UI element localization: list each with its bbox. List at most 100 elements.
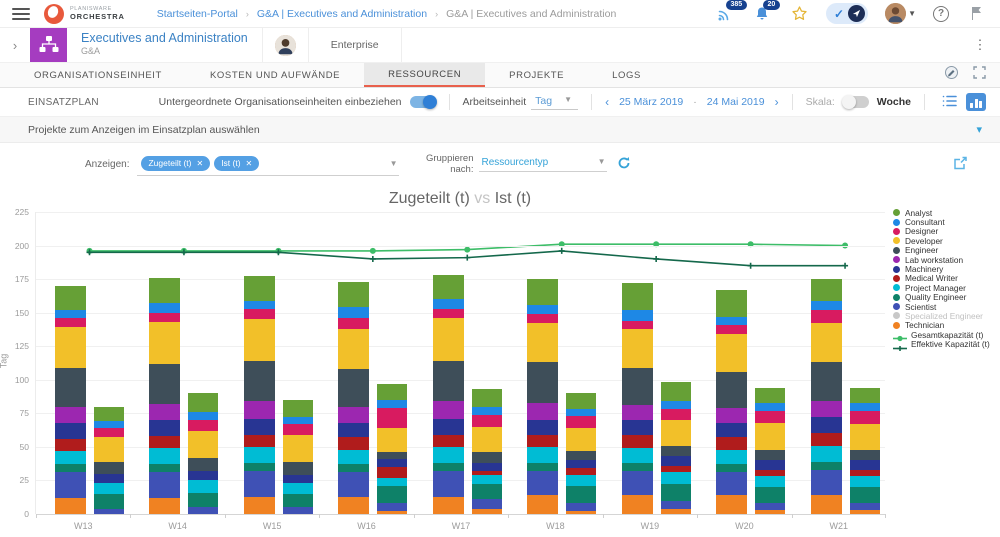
bar-segment-medical-writer[interactable]: [566, 468, 597, 476]
bar-segment-project-manager[interactable]: [471, 475, 502, 485]
bar-segment-designer[interactable]: [716, 324, 748, 335]
bar-segment-scientist[interactable]: [471, 499, 502, 509]
bar-segment-engineer[interactable]: [621, 367, 653, 406]
bar-segment-developer[interactable]: [849, 424, 880, 450]
bar-segment-developer[interactable]: [621, 328, 653, 368]
scale-toggle[interactable]: [841, 95, 869, 109]
bar-segment-developer[interactable]: [188, 430, 219, 458]
bar-segment-consultant[interactable]: [471, 406, 502, 415]
bar-segment-project-manager[interactable]: [810, 445, 842, 462]
bar-segment-project-manager[interactable]: [338, 449, 370, 465]
legend-item-quality-engineer[interactable]: Quality Engineer: [893, 292, 990, 302]
bar-segment-machinery[interactable]: [621, 420, 653, 435]
tab-organisationseinheit[interactable]: ORGANISATIONSEINHEIT: [34, 69, 162, 81]
bar-segment-engineer[interactable]: [188, 457, 219, 472]
bar-segment-quality-engineer[interactable]: [471, 484, 502, 500]
bar-segment-technician[interactable]: [810, 495, 842, 514]
bar-segment-project-manager[interactable]: [94, 483, 124, 494]
bar-segment-engineer[interactable]: [566, 450, 597, 461]
bar-segment-consultant[interactable]: [849, 402, 880, 411]
bar-segment-machinery[interactable]: [243, 418, 275, 435]
bar-segment-technician[interactable]: [149, 497, 181, 514]
date-to[interactable]: 24 Mai 2019: [706, 96, 765, 108]
bar-segment-technician[interactable]: [338, 496, 370, 514]
bar-segment-designer[interactable]: [621, 320, 653, 329]
bar-segment-medical-writer[interactable]: [471, 471, 502, 476]
bar-segment-analyst[interactable]: [94, 406, 124, 422]
bar-segment-quality-engineer[interactable]: [755, 487, 786, 504]
bar-segment-analyst[interactable]: [338, 281, 370, 308]
bar-segment-consultant[interactable]: [338, 307, 370, 319]
bar-segment-engineer[interactable]: [55, 367, 86, 407]
tab-ressourcen[interactable]: RESSOURCEN: [364, 63, 486, 87]
bar-segment-analyst[interactable]: [243, 276, 275, 301]
chart-view-icon[interactable]: [966, 93, 986, 111]
bar-segment-scientist[interactable]: [810, 469, 842, 496]
bar-segment-medical-writer[interactable]: [338, 437, 370, 450]
bar-segment-analyst[interactable]: [432, 275, 464, 300]
bar-segment-lab-workstation[interactable]: [810, 401, 842, 418]
bar-segment-designer[interactable]: [527, 314, 559, 324]
bar-segment-developer[interactable]: [377, 428, 408, 453]
broadcast-icon[interactable]: 385: [715, 0, 747, 24]
help-icon[interactable]: ?: [933, 5, 949, 22]
bar-segment-developer[interactable]: [55, 327, 86, 368]
bar-segment-developer[interactable]: [810, 323, 842, 363]
bar-segment-machinery[interactable]: [660, 456, 691, 466]
work-unit-select[interactable]: Tag ▼: [531, 95, 579, 110]
bar-segment-designer[interactable]: [660, 409, 691, 421]
bar-segment-consultant[interactable]: [243, 300, 275, 309]
bar-segment-scientist[interactable]: [377, 503, 408, 512]
legend-item-technician[interactable]: Technician: [893, 320, 990, 330]
bar-segment-developer[interactable]: [149, 322, 181, 364]
bar-segment-engineer[interactable]: [810, 362, 842, 402]
favorite-star-icon[interactable]: [789, 4, 809, 24]
bar-segment-technician[interactable]: [55, 497, 86, 514]
bar-segment-lab-workstation[interactable]: [149, 403, 181, 421]
bar-segment-project-manager[interactable]: [527, 446, 559, 463]
bar-segment-scientist[interactable]: [755, 503, 786, 510]
bar-segment-quality-engineer[interactable]: [621, 462, 653, 472]
bar-segment-analyst[interactable]: [377, 383, 408, 400]
bar-segment-medical-writer[interactable]: [621, 434, 653, 449]
bar-segment-scientist[interactable]: [149, 472, 181, 498]
bar-segment-consultant[interactable]: [621, 309, 653, 321]
series-multiselect[interactable]: Zugeteilt (t) ✕ Ist (t) ✕ ▼: [137, 154, 400, 176]
customize-icon[interactable]: [944, 65, 959, 85]
bar-segment-engineer[interactable]: [716, 371, 748, 408]
bar-segment-analyst[interactable]: [55, 285, 86, 310]
bar-segment-designer[interactable]: [338, 318, 370, 329]
tab-projekte[interactable]: PROJEKTE: [509, 69, 565, 81]
bar-segment-quality-engineer[interactable]: [243, 462, 275, 472]
bar-segment-machinery[interactable]: [377, 458, 408, 468]
bar-segment-machinery[interactable]: [471, 462, 502, 472]
legend-item-developer[interactable]: Developer: [893, 236, 990, 246]
bar-segment-consultant[interactable]: [432, 299, 464, 309]
bar-segment-quality-engineer[interactable]: [527, 462, 559, 472]
bar-segment-engineer[interactable]: [94, 461, 124, 474]
entity-title[interactable]: Executives and Administration: [81, 31, 248, 45]
bar-segment-project-manager[interactable]: [621, 448, 653, 463]
bar-segment-lab-workstation[interactable]: [243, 401, 275, 419]
bar-segment-medical-writer[interactable]: [810, 433, 842, 446]
bar-segment-designer[interactable]: [566, 416, 597, 429]
bar-segment-quality-engineer[interactable]: [188, 492, 219, 508]
bar-segment-lab-workstation[interactable]: [338, 406, 370, 423]
group-by-select[interactable]: Ressourcentyp ▼: [479, 157, 608, 172]
bar-segment-medical-writer[interactable]: [55, 438, 86, 451]
bar-segment-consultant[interactable]: [755, 402, 786, 411]
bar-segment-scientist[interactable]: [94, 508, 124, 514]
legend-item-gesamtkapazit-t-t-[interactable]: Gesamtkapazität (t): [893, 330, 990, 342]
bar-segment-designer[interactable]: [282, 424, 313, 435]
bar-segment-machinery[interactable]: [282, 475, 313, 484]
bar-segment-project-manager[interactable]: [566, 475, 597, 486]
bar-segment-designer[interactable]: [94, 428, 124, 438]
bar-segment-technician[interactable]: [527, 495, 559, 514]
tab-kosten-und-aufwaende[interactable]: KOSTEN UND AUFWÄNDE: [209, 69, 341, 81]
bar-segment-lab-workstation[interactable]: [621, 405, 653, 421]
bar-segment-developer[interactable]: [243, 319, 275, 361]
bar-segment-designer[interactable]: [149, 312, 181, 323]
bar-segment-medical-writer[interactable]: [432, 434, 464, 447]
bell-icon[interactable]: 20: [752, 0, 780, 24]
bar-segment-analyst[interactable]: [810, 279, 842, 301]
